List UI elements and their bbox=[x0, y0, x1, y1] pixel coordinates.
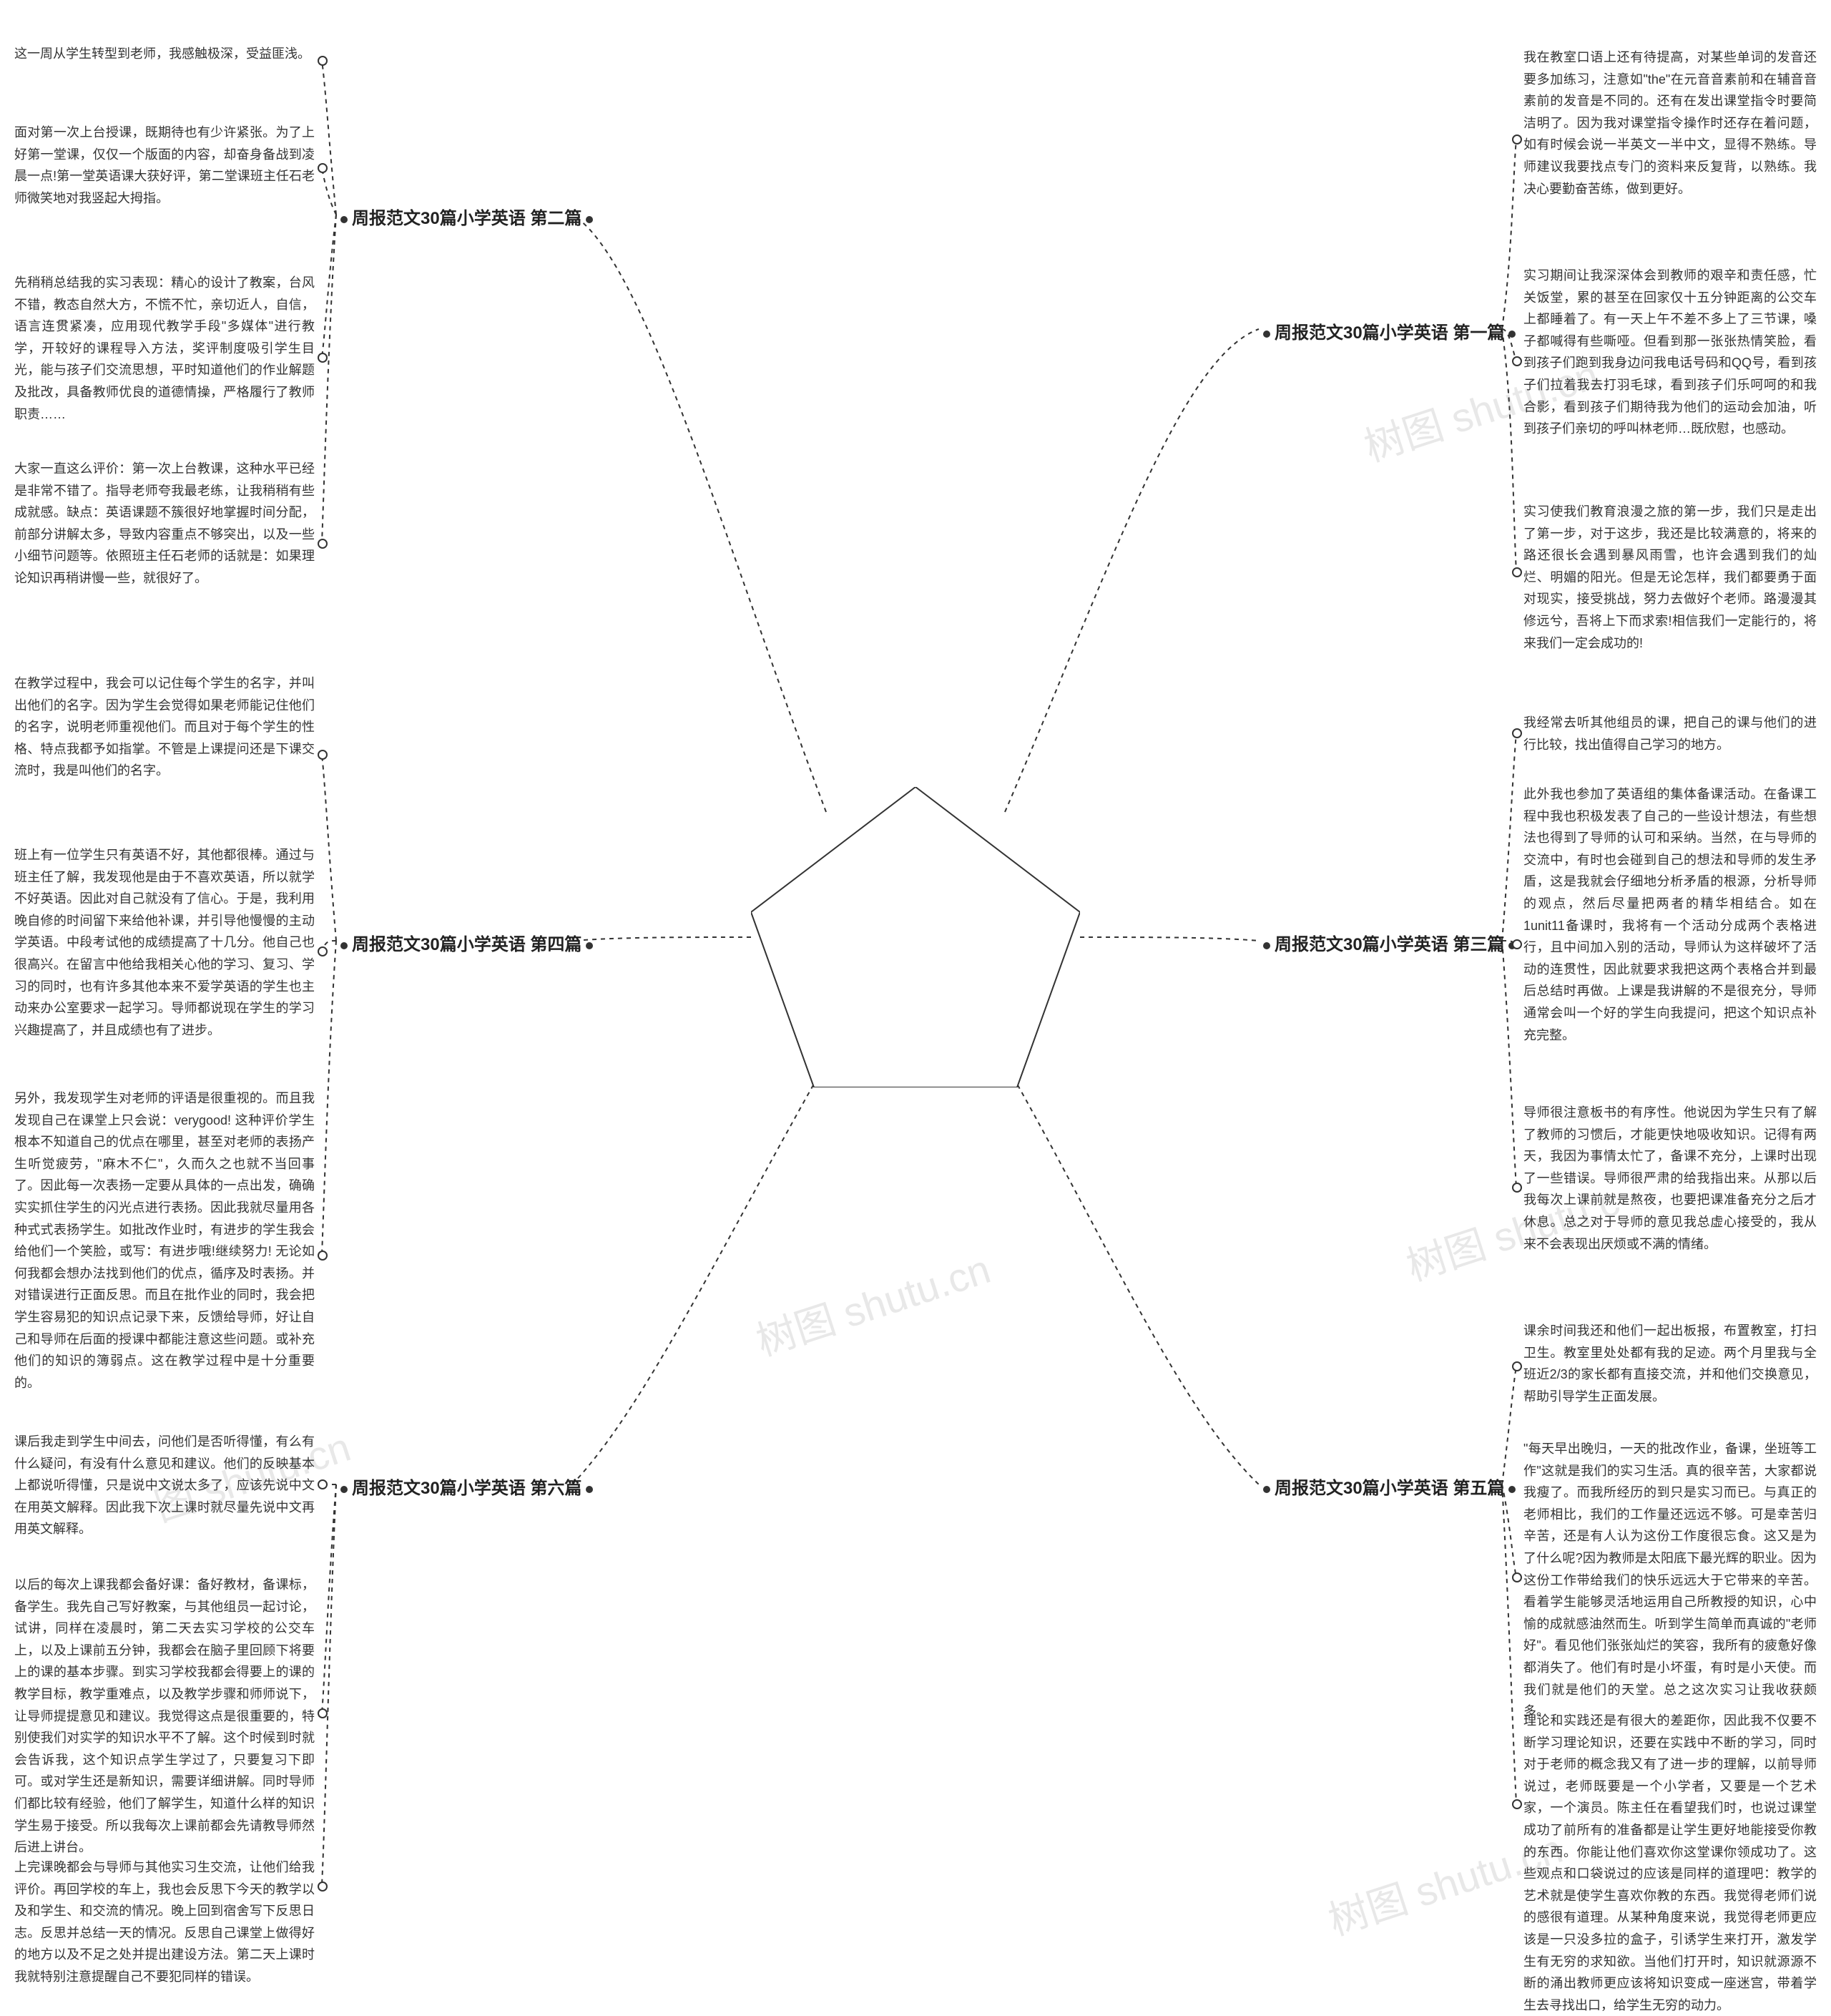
leaf-bullet bbox=[318, 1479, 328, 1489]
leaf-b1-0: 我在教室口语上还有待提高，对某些单词的发音还要多加练习，注意如"the"在元音音… bbox=[1523, 47, 1817, 200]
branch-b5: 周报范文30篇小学英语 第五篇 bbox=[1259, 1474, 1520, 1499]
branch-dot bbox=[340, 942, 348, 949]
leaf-bullet bbox=[1512, 356, 1522, 366]
branch-dot bbox=[340, 1486, 348, 1493]
branch-b2: 周报范文30篇小学英语 第二篇 bbox=[336, 204, 597, 229]
leaf-b5-1: "每天早出晚归，一天的批改作业，备课，坐班等工作"这就是我们的实习生活。真的很辛… bbox=[1523, 1438, 1817, 1723]
branch-b1: 周报范文30篇小学英语 第一篇 bbox=[1259, 318, 1520, 343]
leaf-bullet bbox=[1512, 134, 1522, 145]
leaf-bullet bbox=[318, 163, 328, 173]
branch-b6: 周报范文30篇小学英语 第六篇 bbox=[336, 1474, 597, 1499]
branch-dot bbox=[1263, 331, 1270, 338]
leaf-b4-2: 另外，我发现学生对老师的评语是很重视的。而且我发现自己在课堂上只会说：veryg… bbox=[14, 1087, 315, 1394]
leaf-bullet bbox=[1512, 1572, 1522, 1582]
branch-b4: 周报范文30篇小学英语 第四篇 bbox=[336, 930, 597, 955]
leaf-b1-1: 实习期间让我深深体会到教师的艰辛和责任感，忙关饭堂，累的甚至在回家仅十五分钟距离… bbox=[1523, 265, 1817, 440]
branch-dot bbox=[586, 1486, 593, 1493]
branch-b5-label: 周报范文30篇小学英语 第五篇 bbox=[1275, 1479, 1504, 1498]
branch-dot bbox=[1508, 331, 1516, 338]
leaf-b6-2: 上完课晚都会与导师与其他实习生交流，让他们给我评价。再回学校的车上，我也会反思下… bbox=[14, 1856, 315, 1988]
leaf-bullet bbox=[318, 1251, 328, 1261]
leaf-bullet bbox=[318, 56, 328, 66]
leaf-bullet bbox=[1512, 1361, 1522, 1371]
branch-b1-label: 周报范文30篇小学英语 第一篇 bbox=[1275, 323, 1504, 343]
center-node bbox=[751, 787, 1080, 1087]
branch-dot bbox=[340, 216, 348, 223]
leaf-b3-0: 我经常去听其他组员的课，把自己的课与他们的进行比较，找出值得自己学习的地方。 bbox=[1523, 712, 1817, 755]
leaf-bullet bbox=[318, 750, 328, 760]
leaf-b5-2: 理论和实践还是有很大的差距你，因此我不仅要不断学习理论知识，还要在实践中不断的学… bbox=[1523, 1710, 1817, 2016]
branch-dot bbox=[586, 942, 593, 949]
branch-b6-label: 周报范文30篇小学英语 第六篇 bbox=[352, 1479, 581, 1498]
leaf-b4-1: 班上有一位学生只有英语不好，其他都很棒。通过与班主任了解，我发现他是由于不喜欢英… bbox=[14, 844, 315, 1041]
leaf-b4-0: 在教学过程中，我会可以记住每个学生的名字，并叫出他们的名字。因为学生会觉得如果老… bbox=[14, 672, 315, 782]
leaf-b5-0: 课余时间我还和他们一起出板报，布置教室，打扫卫生。教室里处处都有我的足迹。两个月… bbox=[1523, 1320, 1817, 1407]
leaf-bullet bbox=[1512, 567, 1522, 577]
leaf-bullet bbox=[1512, 1799, 1522, 1809]
leaf-bullet bbox=[1512, 1183, 1522, 1193]
leaf-b1-2: 实习使我们教育浪漫之旅的第一步，我们只是走出了第一步，对于这步，我还是比较满意的… bbox=[1523, 501, 1817, 654]
leaf-b2-1: 面对第一次上台授课，既期待也有少许紧张。为了上好第一堂课，仅仅一个版面的内容，却… bbox=[14, 122, 315, 209]
branch-dot bbox=[586, 216, 593, 223]
branch-b3-label: 周报范文30篇小学英语 第三篇 bbox=[1275, 935, 1504, 954]
branch-b3: 周报范文30篇小学英语 第三篇 bbox=[1259, 930, 1520, 955]
leaf-b3-1: 此外我也参加了英语组的集体备课活动。在备课工程中我也积极发表了自己的一些设计想法… bbox=[1523, 783, 1817, 1046]
leaf-bullet bbox=[318, 1882, 328, 1892]
leaf-bullet bbox=[318, 1708, 328, 1718]
branch-dot bbox=[1263, 942, 1270, 949]
leaf-b6-0: 课后我走到学生中间去，问他们是否听得懂，有么有什么疑问，有没有什么意见和建议。他… bbox=[14, 1431, 315, 1540]
leaf-bullet bbox=[1512, 728, 1522, 738]
branch-b2-label: 周报范文30篇小学英语 第二篇 bbox=[352, 209, 581, 228]
branch-dot bbox=[1508, 1486, 1516, 1493]
leaf-b3-2: 导师很注意板书的有序性。他说因为学生只有了解了教师的习惯后，才能更快地吸收知识。… bbox=[1523, 1102, 1817, 1255]
leaf-bullet bbox=[318, 539, 328, 549]
leaf-b6-1: 以后的每次上课我都会备好课：备好教材，备课标，备学生。我先自己写好教案，与其他组… bbox=[14, 1574, 315, 1859]
leaf-bullet bbox=[318, 353, 328, 363]
leaf-b2-0: 这一周从学生转型到老师，我感触极深，受益匪浅。 bbox=[14, 43, 315, 65]
leaf-b2-2: 先稍稍总结我的实习表现：精心的设计了教案，台风不错，教态自然大方，不慌不忙，亲切… bbox=[14, 272, 315, 425]
branch-b4-label: 周报范文30篇小学英语 第四篇 bbox=[352, 935, 581, 954]
leaf-bullet bbox=[1512, 939, 1522, 949]
branch-dot bbox=[1263, 1486, 1270, 1493]
leaf-bullet bbox=[318, 946, 328, 956]
leaf-b2-3: 大家一直这么评价：第一次上台教课，这种水平已经是非常不错了。指导老师夸我最老练，… bbox=[14, 458, 315, 589]
